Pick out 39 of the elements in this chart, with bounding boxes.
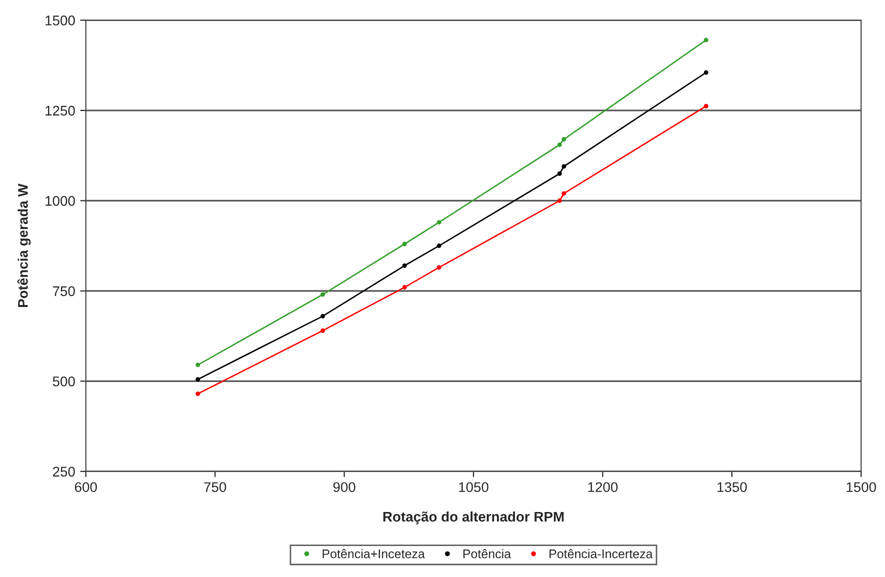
legend-label: Potência+Inceteza: [322, 549, 425, 558]
y-tick-label: 500: [52, 376, 75, 386]
legend-label: Potência: [463, 549, 512, 558]
point: [402, 263, 407, 268]
legend-label: Potência-Incerteza: [550, 549, 653, 558]
point: [196, 377, 200, 382]
point: [704, 104, 708, 108]
point: [320, 314, 325, 318]
point: [196, 362, 200, 368]
x-tick-label: 900: [333, 482, 356, 492]
y-tick-label: 1000: [46, 196, 75, 206]
point: [436, 220, 442, 225]
point: [402, 285, 407, 290]
x-tick-label: 600: [74, 482, 97, 492]
y-tick-label: 1250: [46, 106, 75, 116]
x-tick-label: 1500: [846, 482, 876, 492]
point: [562, 137, 566, 142]
point: [436, 244, 442, 248]
point: [704, 38, 708, 42]
y-tick-label: 250: [52, 466, 75, 477]
x-tick-label: 1200: [588, 482, 618, 492]
point: [557, 198, 562, 203]
point: [704, 70, 708, 75]
x-tick-label: 750: [204, 482, 226, 492]
point: [557, 142, 562, 147]
x-axis-title: Rotação do alternador RPM: [383, 511, 564, 524]
point: [402, 242, 407, 246]
point: [436, 265, 442, 270]
y-tick-label: 750: [52, 286, 75, 296]
point: [562, 191, 566, 196]
point: [196, 392, 200, 396]
x-tick-label: 1350: [718, 482, 747, 492]
y-axis-title: Potência gerada W: [17, 184, 31, 307]
point: [562, 164, 566, 169]
point: [557, 171, 562, 176]
point: [320, 292, 325, 297]
point: [320, 328, 325, 333]
y-tick-label: 1500: [46, 16, 75, 26]
x-tick-label: 1050: [459, 482, 488, 492]
